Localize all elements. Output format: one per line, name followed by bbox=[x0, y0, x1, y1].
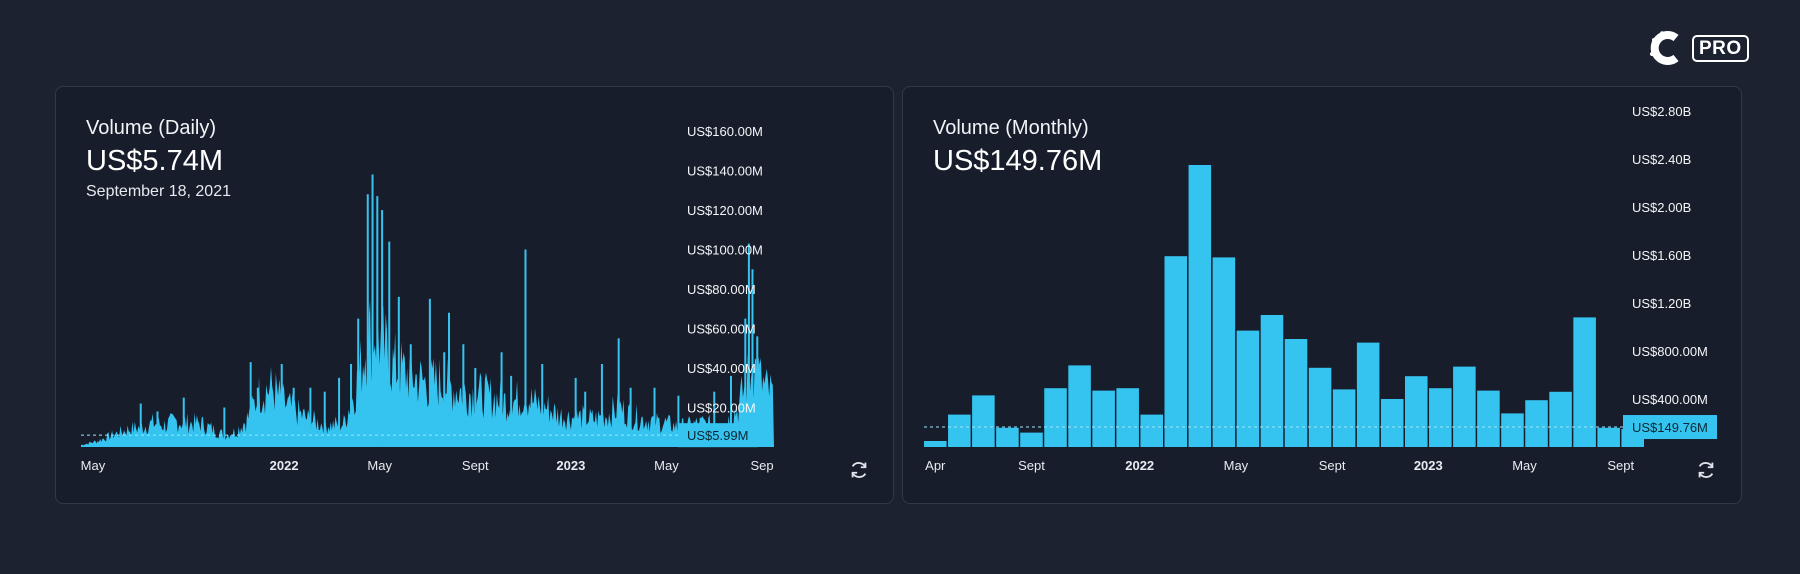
monthly-volume-bar bbox=[1573, 317, 1596, 447]
daily-y-tick-label: US$160.00M bbox=[687, 124, 763, 139]
daily-y-tick-label: US$20.00M bbox=[687, 401, 756, 416]
daily-volume-value: US$5.74M bbox=[86, 145, 224, 177]
monthly-volume-bar bbox=[1525, 400, 1548, 447]
daily-volume-card: US$20.00M US$40.00M US$60.00M US$80.00M US$1… bbox=[55, 86, 894, 504]
monthly-y-tick-label: US$1.60B bbox=[1632, 248, 1691, 263]
daily-current-value-tag bbox=[678, 423, 758, 448]
monthly-y-tick-label: US$2.00B bbox=[1632, 200, 1691, 215]
daily-volume-area bbox=[81, 299, 774, 447]
monthly-volume-bar bbox=[1092, 390, 1115, 447]
monthly-volume-card: US$400.00M US$800.00M US$1.20B US$1.60B US$2… bbox=[902, 86, 1742, 504]
monthly-volume-bar bbox=[1549, 391, 1572, 447]
monthly-volume-bar bbox=[1380, 399, 1404, 447]
monthly-y-tick-label: US$2.80B bbox=[1632, 104, 1691, 119]
monthly-volume-bar bbox=[1597, 427, 1620, 447]
monthly-volume-bar bbox=[1116, 388, 1139, 447]
monthly-volume-bar bbox=[972, 395, 995, 447]
monthly-volume-bar bbox=[1429, 388, 1452, 447]
monthly-volume-bar bbox=[1356, 342, 1380, 447]
daily-x-tick-label: May bbox=[654, 458, 679, 473]
monthly-volume-chart: US$400.00M US$800.00M US$1.20B US$1.60B US$2… bbox=[924, 104, 1717, 473]
monthly-y-tick-label: US$400.00M bbox=[1632, 392, 1708, 407]
monthly-volume-bar bbox=[1236, 330, 1260, 447]
daily-volume-chart: US$20.00M US$40.00M US$60.00M US$80.00M US$1… bbox=[81, 124, 774, 473]
monthly-volume-bar bbox=[1284, 339, 1308, 447]
monthly-y-tick-label: US$2.40B bbox=[1632, 152, 1691, 167]
daily-current-value-label: US$5.99M bbox=[687, 428, 748, 443]
monthly-y-tick-label: US$1.20B bbox=[1632, 296, 1691, 311]
brand-logo[interactable]: PRO bbox=[1648, 30, 1752, 66]
monthly-volume-bar bbox=[948, 414, 971, 447]
monthly-current-value-label: US$149.76M bbox=[1632, 420, 1708, 435]
daily-y-tick-label: US$40.00M bbox=[687, 361, 756, 376]
refresh-icon[interactable] bbox=[848, 459, 870, 481]
monthly-volume-bar bbox=[1140, 414, 1163, 447]
monthly-x-tick-label: 2022 bbox=[1125, 458, 1154, 473]
daily-x-tick-label: May bbox=[81, 458, 106, 473]
daily-x-tick-label: May bbox=[367, 458, 392, 473]
daily-y-tick-label: US$100.00M bbox=[687, 243, 763, 258]
monthly-x-tick-label: Sept bbox=[1607, 458, 1634, 473]
monthly-volume-bar bbox=[1308, 367, 1332, 447]
monthly-volume-bar bbox=[1164, 256, 1188, 447]
daily-x-tick-label: 2023 bbox=[556, 458, 585, 473]
monthly-volume-bar bbox=[1044, 388, 1067, 447]
monthly-volume-bar bbox=[924, 441, 947, 447]
daily-volume-date: September 18, 2021 bbox=[86, 183, 231, 200]
monthly-volume-bar bbox=[1020, 432, 1043, 447]
monthly-x-tick-label: Apr bbox=[925, 458, 946, 473]
daily-y-tick-label: US$80.00M bbox=[687, 282, 756, 297]
monthly-chart-title: Volume (Monthly) bbox=[933, 117, 1089, 139]
daily-y-tick-label: US$120.00M bbox=[687, 203, 763, 218]
pro-badge: PRO bbox=[1692, 34, 1749, 62]
monthly-volume-bar bbox=[1477, 390, 1500, 447]
monthly-current-value-tag bbox=[1623, 415, 1717, 440]
monthly-volume-bar bbox=[1405, 376, 1428, 447]
monthly-volume-bar bbox=[1212, 257, 1236, 447]
daily-x-tick-label: Sep bbox=[750, 458, 773, 473]
daily-x-tick-label: Sept bbox=[462, 458, 489, 473]
monthly-volume-bar bbox=[996, 427, 1019, 447]
daily-chart-title: Volume (Daily) bbox=[86, 117, 217, 139]
daily-y-tick-label: US$60.00M bbox=[687, 322, 756, 337]
monthly-volume-value: US$149.76M bbox=[933, 145, 1103, 177]
monthly-volume-bar bbox=[1332, 389, 1356, 447]
monthly-y-tick-label: US$800.00M bbox=[1632, 344, 1708, 359]
coingecko-c-icon bbox=[1650, 31, 1679, 65]
refresh-icon[interactable] bbox=[1695, 459, 1717, 481]
daily-y-tick-label: US$140.00M bbox=[687, 164, 763, 179]
monthly-x-tick-label: May bbox=[1224, 458, 1249, 473]
monthly-volume-bar bbox=[1260, 315, 1284, 447]
monthly-x-tick-label: 2023 bbox=[1414, 458, 1443, 473]
monthly-x-tick-label: May bbox=[1512, 458, 1537, 473]
monthly-volume-bar bbox=[1501, 413, 1524, 447]
monthly-volume-bar bbox=[1453, 366, 1476, 447]
monthly-x-tick-label: Sept bbox=[1319, 458, 1346, 473]
daily-x-tick-label: 2022 bbox=[270, 458, 299, 473]
monthly-volume-bar bbox=[1188, 165, 1212, 447]
monthly-x-tick-label: Sept bbox=[1018, 458, 1045, 473]
monthly-volume-bar bbox=[1068, 365, 1091, 447]
